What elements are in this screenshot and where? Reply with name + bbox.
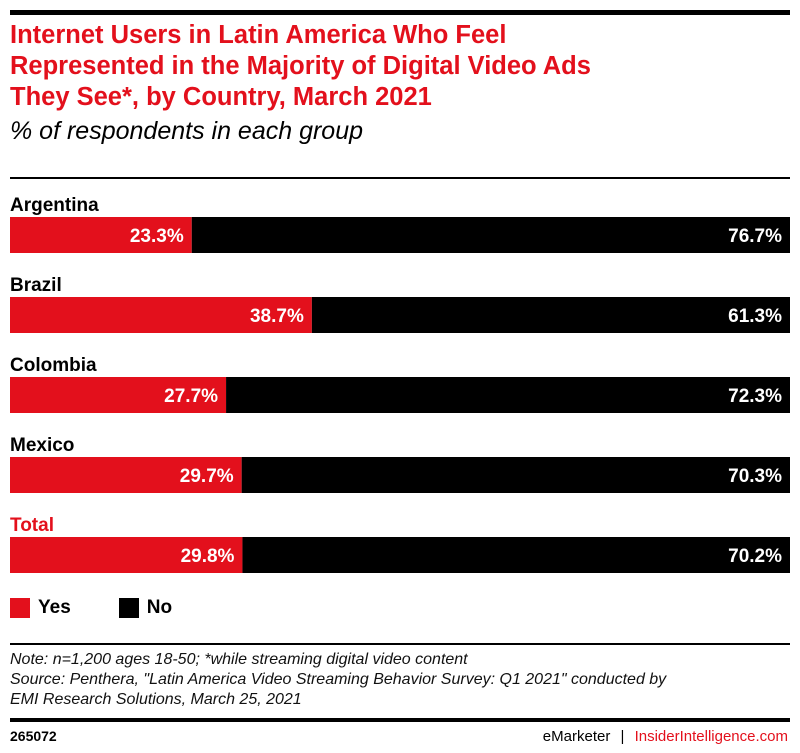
data-label-yes: 23.3%	[130, 226, 184, 247]
source-text-line2: EMI Research Solutions, March 25, 2021	[10, 691, 302, 708]
legend-item-yes: Yes	[10, 597, 71, 619]
bar-yes	[10, 457, 242, 493]
data-label-no: 72.3%	[728, 386, 782, 407]
bar-yes	[10, 377, 227, 413]
source-text-line1: Source: Penthera, "Latin America Video S…	[10, 671, 667, 688]
bar-yes	[10, 537, 243, 573]
chart-title-line: They See*, by Country, March 2021	[10, 83, 432, 111]
bar-no	[226, 377, 790, 413]
category-label: Total	[10, 515, 54, 536]
chart-title-line: Represented in the Majority of Digital V…	[10, 52, 591, 80]
bar-yes	[10, 297, 312, 333]
chart-title: Internet Users in Latin America Who Feel…	[10, 20, 790, 113]
legend-item-no: No	[118, 597, 173, 619]
footer-brand: eMarketer | InsiderIntelligence.com	[543, 728, 788, 745]
category-label: Colombia	[10, 355, 97, 376]
brand-site-link[interactable]: InsiderIntelligence.com	[634, 728, 788, 745]
data-label-yes: 29.7%	[180, 466, 234, 487]
notes-divider	[10, 643, 790, 645]
legend-label-no: No	[146, 597, 173, 618]
category-label: Argentina	[10, 195, 99, 216]
category-label: Brazil	[10, 275, 62, 296]
category-label: Mexico	[10, 435, 74, 456]
stacked-bar-chart: Argentina 23.3% 76.7% Brazil 38.7% 61.3% Colom…	[10, 195, 791, 573]
data-label-no: 61.3%	[728, 306, 782, 327]
bar-no	[241, 457, 790, 493]
brand-separator: |	[620, 728, 625, 745]
legend-swatch-no	[118, 598, 139, 618]
data-label-no: 70.3%	[728, 466, 782, 487]
chart-title-line: Internet Users in Latin America Who Feel	[10, 21, 507, 49]
note-text: Note: n=1,200 ages 18-50; *while streami…	[10, 651, 468, 668]
legend: Yes No	[10, 597, 220, 619]
bar-no	[311, 297, 790, 333]
data-label-no: 76.7%	[728, 226, 782, 247]
top-rule	[10, 10, 790, 15]
legend-swatch-yes	[10, 598, 30, 618]
chart-subtitle: % of respondents in each group	[10, 117, 364, 145]
brand-emarketer: eMarketer	[542, 728, 611, 745]
data-label-yes: 27.7%	[164, 386, 218, 407]
bottom-rule	[10, 718, 790, 722]
legend-label-yes: Yes	[38, 597, 71, 618]
data-label-yes: 38.7%	[250, 306, 304, 327]
chart-id: 265072	[10, 728, 57, 744]
data-label-yes: 29.8%	[181, 546, 235, 567]
data-label-no: 70.2%	[728, 546, 782, 567]
header-divider	[10, 177, 790, 179]
notes: Note: n=1,200 ages 18-50; *while streami…	[10, 650, 790, 710]
bar-no	[242, 537, 790, 573]
bar-yes	[10, 217, 192, 253]
bar-no	[191, 217, 791, 253]
